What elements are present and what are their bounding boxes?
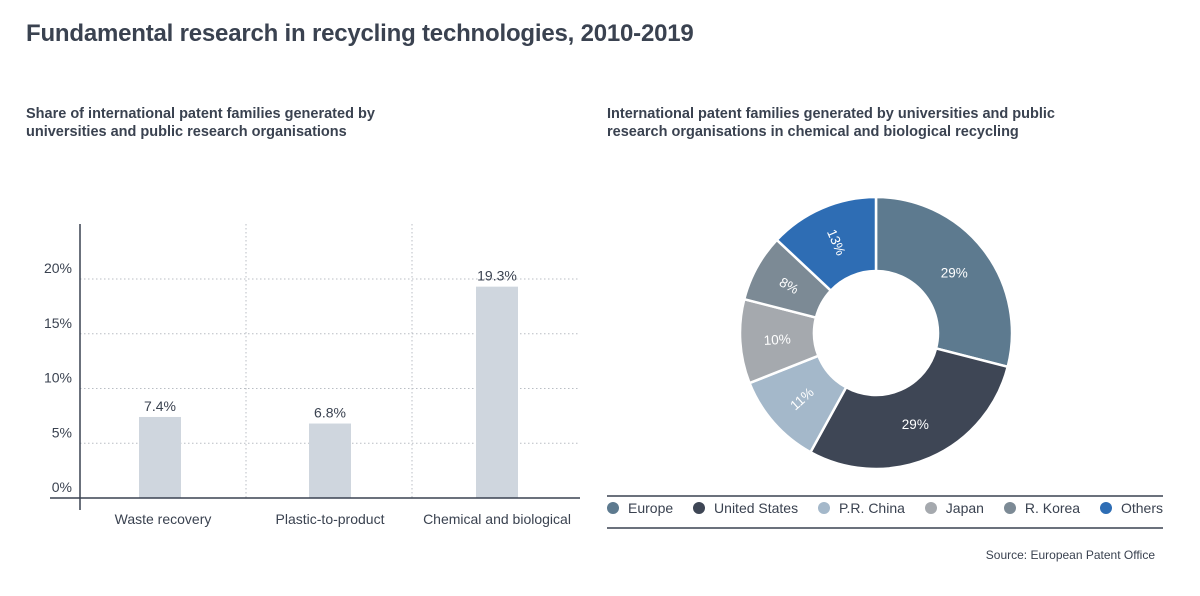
donut-slice — [808, 346, 1010, 471]
legend-label: Europe — [628, 500, 674, 516]
page-title: Fundamental research in recycling techno… — [26, 20, 694, 47]
bar-chart-title: Share of international patent families g… — [26, 106, 375, 140]
bar — [139, 416, 181, 498]
y-tick-label: 0% — [52, 479, 72, 495]
donut-chart-title: International patent families generated … — [607, 106, 1055, 140]
legend-swatch — [607, 502, 619, 514]
bar-data-label: 6.8% — [314, 405, 346, 421]
donut-slice — [874, 195, 1014, 369]
bar — [309, 423, 351, 498]
legend-label: Japan — [945, 500, 984, 516]
legend-swatch — [693, 502, 706, 514]
legend-item-korea: R. Korea — [1003, 500, 1081, 516]
y-tick-label: 20% — [44, 260, 72, 276]
legend-item-united-states: United States — [693, 500, 798, 516]
donut-slice-label: 29% — [941, 265, 968, 280]
x-category-label: Chemical and biological — [423, 511, 571, 527]
source-note: Source: European Patent Office — [985, 548, 1155, 562]
legend-swatch — [818, 502, 830, 514]
legend-label: P.R. China — [839, 500, 905, 516]
donut-legend: Europe United States P.R. China Japan R.… — [607, 500, 1163, 516]
legend-item-china: P.R. China — [818, 500, 905, 516]
legend-label: R. Korea — [1024, 500, 1081, 516]
bar — [476, 286, 518, 498]
legend-swatch — [924, 502, 937, 514]
donut-slice-label: 29% — [902, 417, 929, 432]
legend-item-others: Others — [1099, 500, 1163, 516]
legend-swatch — [1003, 502, 1016, 514]
x-category-label: Waste recovery — [115, 511, 212, 527]
y-tick-label: 15% — [44, 315, 72, 331]
legend-item-japan: Japan — [924, 500, 984, 516]
y-tick-label: 10% — [44, 370, 72, 386]
legend-item-europe: Europe — [607, 500, 673, 516]
y-tick-label: 5% — [52, 424, 72, 440]
bar-data-label: 19.3% — [477, 268, 517, 284]
legend-swatch — [1099, 502, 1112, 514]
donut-slice — [775, 195, 878, 293]
legend-label: Others — [1120, 500, 1163, 516]
legend-label: United States — [714, 500, 799, 516]
x-category-label: Plastic-to-product — [276, 511, 385, 527]
bar-data-label: 7.4% — [144, 398, 176, 414]
donut-slice-label: 10% — [763, 331, 791, 348]
